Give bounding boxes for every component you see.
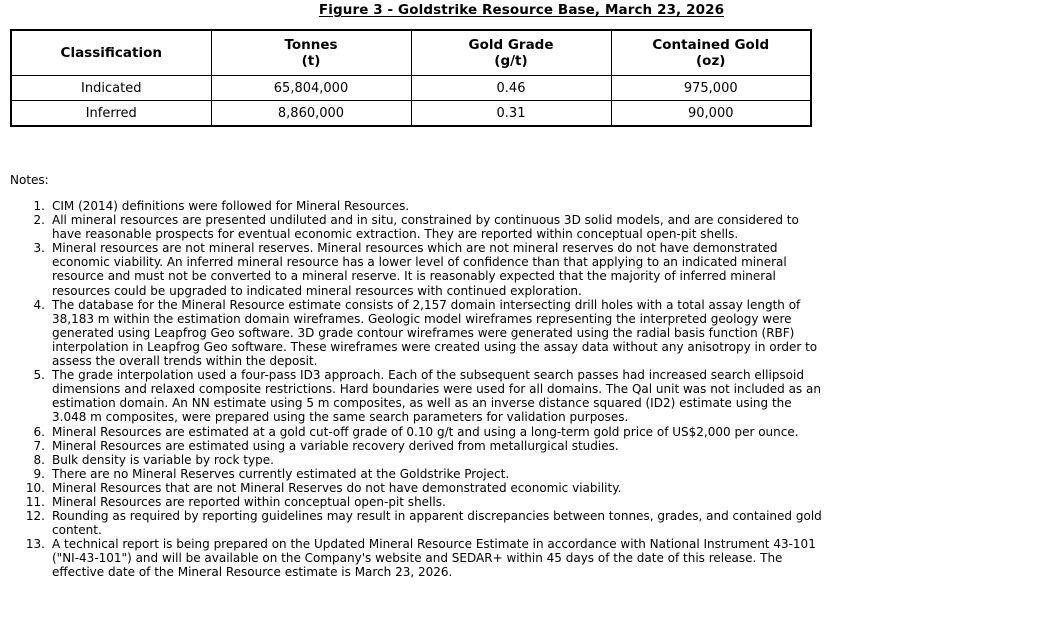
list-item-number: 10. bbox=[25, 480, 45, 495]
list-item: 13. A technical report is being prepared … bbox=[10, 537, 825, 579]
notes-list: 1. CIM (2014) definitions were followed f… bbox=[10, 199, 825, 580]
list-item-text: Mineral Resources that are not Mineral R… bbox=[52, 480, 622, 495]
figure-title: Figure 3 - Goldstrike Resource Base, Mar… bbox=[0, 2, 1043, 18]
list-item: 5. The grade interpolation used a four-pa… bbox=[10, 368, 825, 424]
list-item: 12. Rounding as required by reporting gui… bbox=[10, 509, 825, 537]
list-item: 10. Mineral Resources that are not Minera… bbox=[10, 481, 825, 495]
list-item: 11. Mineral Resources are reported within… bbox=[10, 495, 825, 509]
list-item-text: A technical report is being prepared on … bbox=[52, 537, 816, 580]
list-item: 9. There are no Mineral Reserves currentl… bbox=[10, 467, 825, 481]
list-item-number: 3. bbox=[33, 241, 45, 256]
list-item-text: Mineral Resources are estimated using a … bbox=[52, 438, 619, 453]
column-header-gold-grade-unit: (g/t) bbox=[494, 53, 528, 69]
table-row: Inferred 8,860,000 0.31 90,000 bbox=[10, 100, 812, 127]
list-item-number: 2. bbox=[33, 213, 45, 228]
list-item: 6. Mineral Resources are estimated at a g… bbox=[10, 425, 825, 439]
list-item: 1. CIM (2014) definitions were followed f… bbox=[10, 199, 825, 213]
list-item-number: 12. bbox=[25, 509, 45, 524]
cell-contained-gold: 975,000 bbox=[610, 75, 812, 101]
list-item-number: 8. bbox=[33, 452, 45, 467]
list-item-text: The database for the Mineral Resource es… bbox=[52, 297, 818, 369]
cell-tonnes: 65,804,000 bbox=[210, 75, 412, 101]
column-header-classification: Classification bbox=[10, 29, 212, 76]
list-item: 4. The database for the Mineral Resource … bbox=[10, 298, 825, 368]
cell-gold-grade: 0.46 bbox=[410, 75, 612, 101]
list-item-text: All mineral resources are presented undi… bbox=[52, 213, 799, 242]
list-item: 3. Mineral resources are not mineral rese… bbox=[10, 241, 825, 297]
cell-gold-grade: 0.31 bbox=[410, 100, 612, 127]
table-body: Indicated 65,804,000 0.46 975,000 Inferr… bbox=[10, 75, 812, 127]
list-item: 2. All mineral resources are presented un… bbox=[10, 213, 825, 241]
column-header-tonnes-label: Tonnes bbox=[284, 37, 338, 53]
list-item-text: Mineral resources are not mineral reserv… bbox=[52, 241, 787, 298]
list-item-text: Mineral Resources are estimated at a gol… bbox=[52, 424, 799, 439]
column-header-contained-gold: Contained Gold (oz) bbox=[610, 29, 812, 76]
resource-table: Classification Tonnes (t) Gold Grade (g/… bbox=[10, 29, 812, 127]
list-item-number: 6. bbox=[33, 424, 45, 439]
column-header-tonnes: Tonnes (t) bbox=[210, 29, 412, 76]
column-header-classification-label: Classification bbox=[60, 45, 162, 61]
list-item-text: CIM (2014) definitions were followed for… bbox=[52, 199, 410, 213]
list-item-text: Bulk density is variable by rock type. bbox=[52, 452, 274, 467]
column-header-contained-gold-label: Contained Gold bbox=[652, 37, 770, 53]
table-header-row: Classification Tonnes (t) Gold Grade (g/… bbox=[10, 29, 812, 76]
list-item-number: 11. bbox=[25, 494, 45, 509]
list-item-number: 9. bbox=[33, 466, 45, 481]
cell-contained-gold: 90,000 bbox=[610, 100, 812, 127]
list-item-number: 13. bbox=[25, 537, 45, 552]
list-item-number: 5. bbox=[33, 368, 45, 383]
list-item-text: The grade interpolation used a four-pass… bbox=[52, 368, 821, 425]
table-row: Indicated 65,804,000 0.46 975,000 bbox=[10, 75, 812, 101]
list-item-number: 7. bbox=[33, 438, 45, 453]
table-header: Classification Tonnes (t) Gold Grade (g/… bbox=[10, 29, 812, 76]
list-item-number: 1. bbox=[33, 199, 45, 213]
column-header-gold-grade: Gold Grade (g/t) bbox=[410, 29, 612, 76]
list-item-number: 4. bbox=[33, 297, 45, 312]
list-item-text: Mineral Resources are reported within co… bbox=[52, 494, 446, 509]
column-header-tonnes-unit: (t) bbox=[301, 53, 321, 69]
column-header-gold-grade-label: Gold Grade bbox=[468, 37, 554, 53]
list-item-text: There are no Mineral Reserves currently … bbox=[52, 466, 510, 481]
notes-label: Notes: bbox=[10, 173, 49, 187]
list-item: 7. Mineral Resources are estimated using … bbox=[10, 439, 825, 453]
list-item-text: Rounding as required by reporting guidel… bbox=[52, 509, 822, 538]
column-header-contained-gold-unit: (oz) bbox=[696, 53, 726, 69]
cell-classification: Indicated bbox=[10, 75, 212, 101]
list-item: 8. Bulk density is variable by rock type. bbox=[10, 453, 825, 467]
cell-classification: Inferred bbox=[10, 100, 212, 127]
cell-tonnes: 8,860,000 bbox=[210, 100, 412, 127]
figure-title-text: Figure 3 - Goldstrike Resource Base, Mar… bbox=[318, 2, 725, 18]
